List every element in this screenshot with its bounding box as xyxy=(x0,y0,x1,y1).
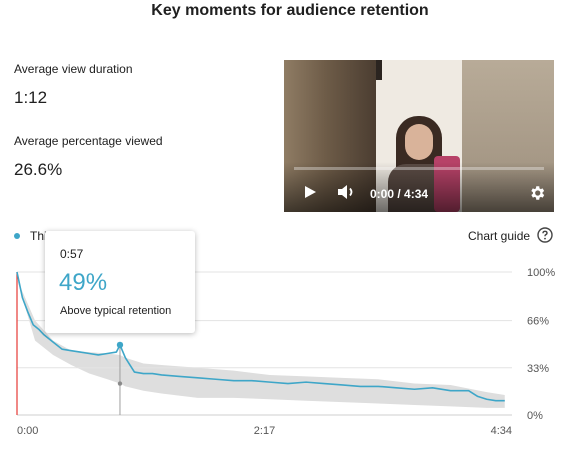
video-person-face xyxy=(405,124,433,160)
video-frame-divider xyxy=(376,60,382,80)
chart-tooltip: 0:57 49% Above typical retention xyxy=(45,231,195,333)
avg-percentage-viewed-label: Average percentage viewed xyxy=(14,134,163,148)
avg-percentage-viewed-value: 26.6% xyxy=(14,160,63,179)
page-title: Key moments for audience retention xyxy=(151,2,429,19)
hover-marker-point xyxy=(116,341,124,349)
video-time-display: 0:00 / 4:34 xyxy=(370,187,429,201)
tooltip-value: 49% xyxy=(59,269,108,296)
y-tick-label-0: 0% xyxy=(527,410,543,422)
series-line-0 xyxy=(16,271,505,402)
x-tick-label-1: 2:17 xyxy=(254,425,275,437)
avg-view-duration-label: Average view duration xyxy=(14,62,133,76)
chart-guide-link[interactable]: Chart guide xyxy=(468,229,531,243)
y-tick-label-2: 66% xyxy=(527,316,549,328)
typical-marker-point xyxy=(117,381,123,386)
typical-retention-band xyxy=(17,279,505,408)
x-tick-label-0: 0:00 xyxy=(17,425,38,437)
retention-chart[interactable]: 0% 33% 66% 100% 0:00 2:17 4:34 xyxy=(0,250,580,450)
help-icon[interactable] xyxy=(537,227,553,243)
volume-icon[interactable] xyxy=(336,184,356,200)
video-player[interactable]: 0:00 / 4:34 xyxy=(284,60,554,212)
gear-icon[interactable] xyxy=(528,184,546,202)
play-icon[interactable] xyxy=(302,184,318,200)
legend-swatch xyxy=(14,233,20,239)
video-progress-bar[interactable] xyxy=(294,167,544,170)
tooltip-time: 0:57 xyxy=(60,247,84,261)
tooltip-note: Above typical retention xyxy=(60,305,172,317)
video-controls-shade xyxy=(284,162,554,212)
y-tick-label-1: 33% xyxy=(527,363,549,375)
x-tick-label-2: 4:34 xyxy=(491,425,512,437)
y-tick-label-3: 100% xyxy=(527,267,555,279)
avg-view-duration-value: 1:12 xyxy=(14,88,48,107)
